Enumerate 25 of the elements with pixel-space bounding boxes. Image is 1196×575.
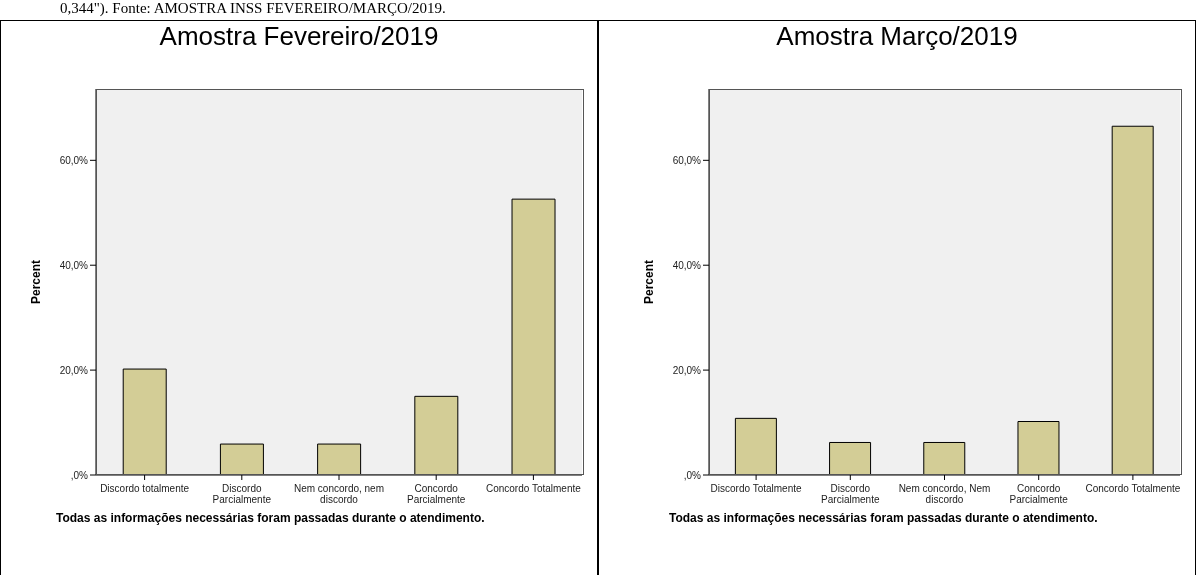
x-axis-title: Todas as informações necessárias foram passadas durante o atendimento. [55,511,486,525]
y-tick-label: 20,0% [59,364,89,376]
x-tick-label: Concordo Totalmente [485,483,582,494]
chart-title: Amostra Fevereiro/2019 [158,21,440,52]
x-tick-label: Concordo Parcialmente [407,483,466,505]
x-tick-label: Concordo Parcialmente [1009,483,1069,505]
x-tick-label: Discordo Totalmente [710,483,803,494]
x-tick-label: Discordo Parcialmente [821,483,880,505]
y-axis-title: Percent [29,259,44,305]
x-tick-label: Concordo Totalmente [1085,483,1181,494]
y-tick-label: 40,0% [59,259,89,271]
y-axis-title: Percent [642,259,657,305]
y-tick-label: 60,0% [59,154,89,166]
text: 0,344"). Fonte: AMOSTRA INSS FEVEREIRO/MARÇO/2019. [60,0,446,16]
x-tick-label: Discordo Parcialmente [212,483,272,505]
x-tick-label: Nem concordo, nem discordo [293,483,385,505]
x-tick-label: Nem concordo, Nem discordo [898,483,991,505]
y-tick-label: 60,0% [672,154,702,166]
x-tick-label: Discordo totalmente [100,483,190,494]
y-tick-label: ,0% [683,469,702,481]
y-tick-label: 20,0% [672,364,702,376]
y-tick-label: 40,0% [672,259,702,271]
x-axis-title: Todas as informações necessárias foram passadas durante o atendimento. [668,511,1099,525]
chart-title: Amostra Março/2019 [775,21,1019,52]
y-tick-label: ,0% [70,469,89,481]
